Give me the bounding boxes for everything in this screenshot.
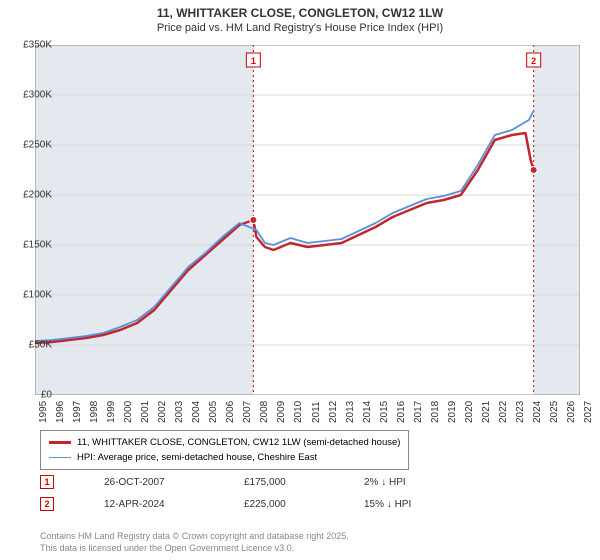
- sale-pct: 15% ↓ HPI: [364, 499, 411, 510]
- sale-row: 2 12-APR-2024 £225,000 15% ↓ HPI: [40, 497, 411, 511]
- x-tick-label: 2011: [311, 401, 322, 423]
- attrib-line-2: This data is licensed under the Open Gov…: [40, 542, 349, 554]
- price-chart: 12: [35, 45, 580, 395]
- x-tick-label: 2009: [276, 401, 287, 423]
- x-tick-label: 2001: [140, 401, 151, 423]
- x-tick-label: 2015: [379, 401, 390, 423]
- x-tick-label: 2023: [515, 401, 526, 423]
- x-tick-label: 1995: [38, 401, 49, 423]
- x-tick-label: 2018: [430, 401, 441, 423]
- legend-label: HPI: Average price, semi-detached house,…: [77, 450, 317, 465]
- legend-swatch: [49, 457, 71, 459]
- legend-label: 11, WHITTAKER CLOSE, CONGLETON, CW12 1LW…: [77, 435, 400, 450]
- y-tick-label: £150K: [23, 240, 52, 251]
- x-tick-label: 2005: [208, 401, 219, 423]
- legend: 11, WHITTAKER CLOSE, CONGLETON, CW12 1LW…: [40, 430, 409, 470]
- x-tick-label: 2012: [328, 401, 339, 423]
- x-tick-label: 2017: [413, 401, 424, 423]
- x-tick-label: 2022: [498, 401, 509, 423]
- x-tick-label: 2000: [123, 401, 134, 423]
- sale-price: £175,000: [244, 477, 314, 488]
- sale-row: 1 26-OCT-2007 £175,000 2% ↓ HPI: [40, 475, 406, 489]
- sale-marker: 1: [40, 475, 54, 489]
- x-tick-label: 2021: [481, 401, 492, 423]
- x-tick-label: 1996: [55, 401, 66, 423]
- attribution: Contains HM Land Registry data © Crown c…: [40, 530, 349, 554]
- x-tick-label: 1999: [106, 401, 117, 423]
- x-tick-label: 2019: [447, 401, 458, 423]
- x-tick-label: 2010: [293, 401, 304, 423]
- chart-title: 11, WHITTAKER CLOSE, CONGLETON, CW12 1LW: [0, 0, 600, 20]
- x-tick-label: 2006: [225, 401, 236, 423]
- x-tick-label: 2003: [174, 401, 185, 423]
- x-tick-label: 2004: [191, 401, 202, 423]
- sale-marker: 2: [40, 497, 54, 511]
- x-tick-label: 2020: [464, 401, 475, 423]
- chart-subtitle: Price paid vs. HM Land Registry's House …: [0, 20, 600, 34]
- x-tick-label: 2014: [362, 401, 373, 423]
- legend-swatch: [49, 441, 71, 444]
- y-tick-label: £50K: [29, 340, 52, 351]
- sale-pct: 2% ↓ HPI: [364, 477, 406, 488]
- x-tick-label: 2024: [532, 401, 543, 423]
- svg-text:1: 1: [251, 56, 256, 66]
- x-tick-label: 2016: [396, 401, 407, 423]
- x-tick-label: 2027: [583, 401, 594, 423]
- x-tick-label: 2025: [549, 401, 560, 423]
- y-tick-label: £350K: [23, 40, 52, 51]
- x-tick-label: 2002: [157, 401, 168, 423]
- y-tick-label: £250K: [23, 140, 52, 151]
- x-tick-label: 2013: [345, 401, 356, 423]
- x-tick-label: 2007: [242, 401, 253, 423]
- x-tick-label: 2026: [566, 401, 577, 423]
- sale-date: 26-OCT-2007: [104, 477, 194, 488]
- y-tick-label: £100K: [23, 290, 52, 301]
- sale-date: 12-APR-2024: [104, 499, 194, 510]
- x-tick-label: 2008: [259, 401, 270, 423]
- legend-row: 11, WHITTAKER CLOSE, CONGLETON, CW12 1LW…: [49, 435, 400, 450]
- svg-text:2: 2: [531, 56, 536, 66]
- legend-row: HPI: Average price, semi-detached house,…: [49, 450, 400, 465]
- y-tick-label: £200K: [23, 190, 52, 201]
- attrib-line-1: Contains HM Land Registry data © Crown c…: [40, 530, 349, 542]
- x-tick-label: 1997: [72, 401, 83, 423]
- y-tick-label: £300K: [23, 90, 52, 101]
- y-tick-label: £0: [41, 390, 52, 401]
- sale-price: £225,000: [244, 499, 314, 510]
- x-tick-label: 1998: [89, 401, 100, 423]
